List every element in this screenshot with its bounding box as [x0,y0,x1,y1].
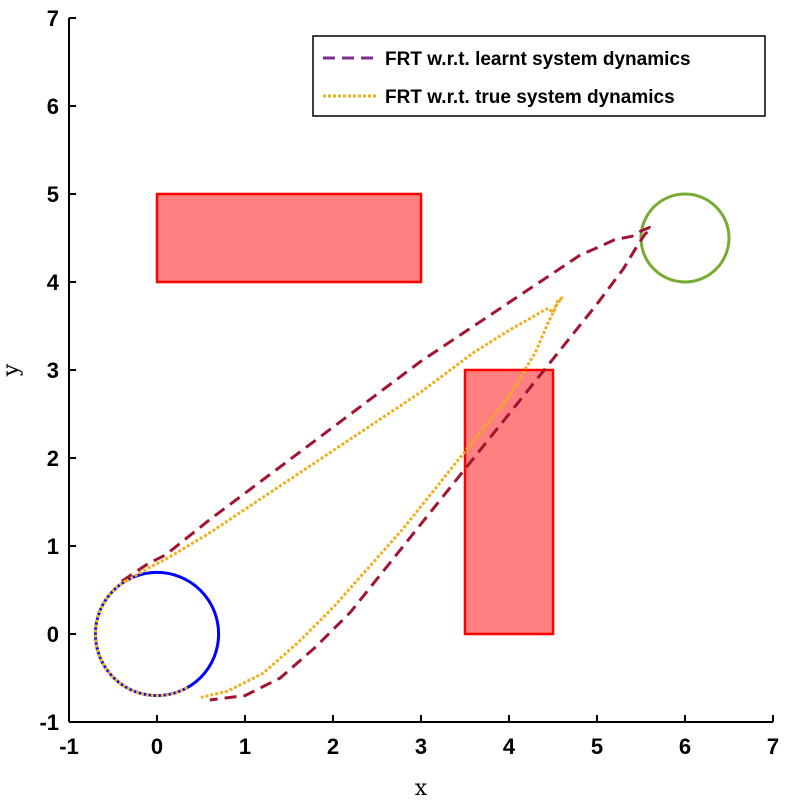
y-tick-label: 7 [47,6,59,31]
x-tick-label: 0 [151,734,163,759]
x-tick-label: 4 [503,734,516,759]
x-tick-label: 3 [415,734,427,759]
x-tick-label: 1 [239,734,251,759]
y-axis-label: y [0,363,24,377]
frt-arc-overlay [93,579,189,698]
legend-label-1: FRT w.r.t. learnt system dynamics [385,49,691,70]
y-tick-label: 0 [47,622,59,647]
obstacle-rect-1 [155,192,423,284]
axes: -1 0 1 2 3 4 5 6 7 -1 0 1 2 3 4 5 6 7 [39,6,779,759]
series-line-2 [125,296,564,699]
legend-label-2: FRT w.r.t. true system dynamics [385,87,675,108]
x-tick-label: 2 [327,734,339,759]
x-tick-label: 7 [767,734,779,759]
y-tick-label: 3 [47,358,59,383]
y-tick-label: 6 [47,94,59,119]
x-tick-label: -1 [59,734,79,759]
y-tick-label: -1 [39,710,59,735]
y-tick-label: 2 [47,446,59,471]
y-tick-label: 1 [47,534,59,559]
legend: FRT w.r.t. learnt system dynamics FRT w.r… [312,35,766,117]
obstacle-rect-2 [463,368,555,636]
y-tick-label: 5 [47,182,59,207]
x-tick-label: 6 [679,734,691,759]
series-layer [93,225,654,702]
legend-box [312,35,766,117]
x-axis-label: x [415,776,428,801]
target-set-circle [639,192,731,284]
series-line-1 [120,225,654,702]
y-tick-label: 4 [47,270,60,295]
x-tick-label: 5 [591,734,603,759]
